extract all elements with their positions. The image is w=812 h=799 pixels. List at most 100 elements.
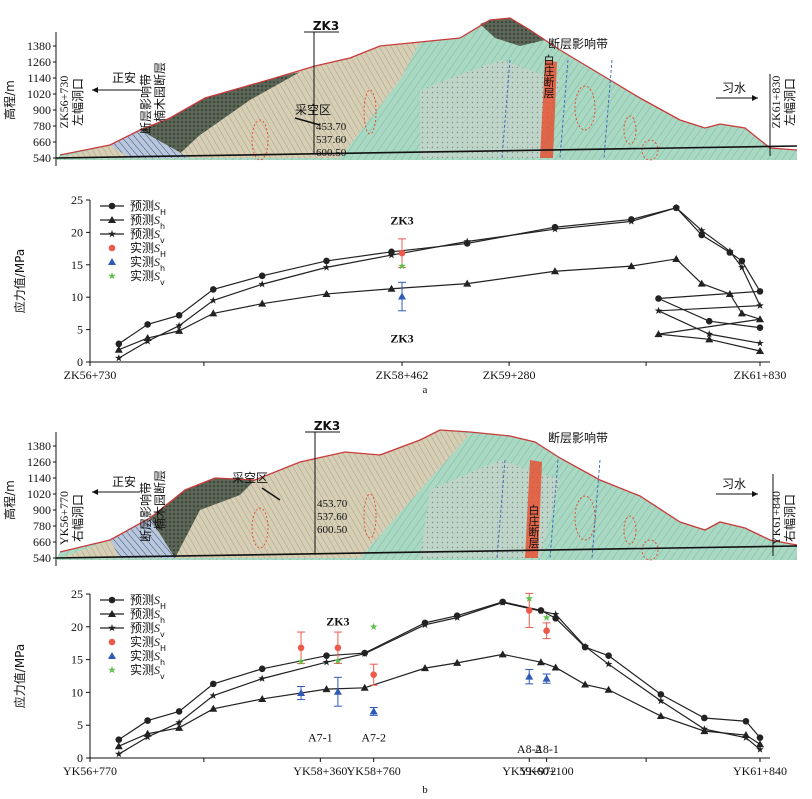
series-point	[258, 665, 266, 673]
legend-var: S	[154, 227, 160, 241]
legend-var: S	[154, 607, 160, 621]
series-point	[581, 642, 589, 650]
series-point	[725, 289, 734, 297]
series-point	[604, 685, 613, 693]
y-tick-label: 20	[71, 620, 83, 634]
series-point	[756, 301, 764, 309]
series-point	[209, 704, 218, 712]
elevation-axis-label: 高程/m	[2, 480, 17, 520]
x-tick-label: ZK59+280	[483, 368, 536, 382]
fault-line	[501, 59, 511, 159]
measured-point	[398, 249, 406, 257]
fault-line	[603, 59, 613, 159]
y-tick-label: 20	[71, 225, 83, 239]
series-point	[115, 750, 123, 758]
series-point	[322, 658, 331, 666]
svg-text:白: 白	[529, 503, 540, 517]
series-point	[536, 658, 545, 666]
legend-label: 实测Sv	[130, 268, 165, 287]
depth-value: 600.50	[317, 524, 348, 536]
legend-index: H	[160, 602, 166, 611]
series-point	[209, 691, 218, 699]
legend-index: H	[160, 644, 166, 653]
legend-label: 预测SH	[130, 593, 166, 611]
annotation-label: A7-1	[308, 731, 333, 745]
series-point	[322, 289, 331, 297]
series-point	[175, 723, 184, 731]
legend-marker	[108, 244, 116, 252]
depth-value: 453.70	[317, 498, 348, 510]
measured-point	[543, 627, 550, 635]
series-point	[209, 296, 218, 304]
series-point	[756, 288, 764, 295]
legend-marker	[108, 666, 116, 674]
series-point	[627, 262, 636, 270]
series-point	[551, 610, 560, 618]
series-point	[700, 725, 709, 733]
series-point	[654, 306, 663, 314]
legend-var: S	[154, 199, 160, 213]
svg-text:断: 断	[529, 525, 540, 539]
y-tick-label: 10	[71, 685, 83, 699]
legend-label: 实测Sv	[130, 662, 165, 681]
annotation-label: A8-1	[534, 742, 559, 756]
series-point	[705, 317, 713, 325]
fault-zone-label: 断层影响带	[548, 430, 608, 445]
series-point	[756, 346, 764, 354]
series-line	[118, 258, 761, 352]
elev-tick-label: 540	[33, 151, 51, 165]
elev-tick-label: 1020	[27, 87, 51, 101]
fault-zone-label: 断层影响带	[548, 36, 608, 51]
series-point	[697, 279, 706, 287]
elev-tick-label: 1260	[27, 455, 51, 469]
series-point	[463, 237, 471, 245]
series-point	[498, 650, 507, 658]
legend-label: 实测SH	[130, 240, 166, 259]
legend-label: 实测SH	[130, 634, 166, 653]
legend-var: S	[154, 663, 160, 677]
elev-tick-label: 1140	[27, 471, 51, 485]
svg-text:庄: 庄	[544, 64, 555, 78]
right-portal-name: 右幅洞口	[782, 494, 797, 542]
elev-tick-label: 1380	[27, 439, 51, 453]
elev-tick-label: 660	[33, 135, 51, 149]
series-point	[705, 335, 714, 343]
measured-point	[369, 707, 378, 715]
x-tick-label: YK56+770	[63, 764, 117, 778]
elev-tick-label: 780	[33, 119, 51, 133]
x-tick-label: ZK58+462	[376, 368, 429, 382]
nanmuyuan-fault-label: 楠木园断层	[152, 470, 167, 530]
borehole-label: ZK3	[314, 419, 340, 433]
series-point	[258, 674, 266, 682]
legend-index: v	[160, 672, 165, 681]
legend-label: 实测Sh	[130, 648, 165, 667]
right-direction: 习水	[722, 81, 746, 95]
geologic-contour	[363, 89, 377, 135]
geologic-contour	[251, 119, 269, 161]
goaf-pointer	[261, 487, 281, 501]
series-point	[756, 734, 764, 741]
elev-tick-label: 660	[33, 535, 51, 549]
series-point	[322, 263, 331, 271]
left-portal-code: ZK56+730	[57, 76, 71, 129]
legend-var: S	[154, 241, 160, 255]
series-point	[604, 660, 613, 668]
left-portal-name: 右幅洞口	[70, 494, 85, 542]
fault-line	[559, 59, 569, 159]
left-portal-name: 左幅洞口	[70, 78, 85, 126]
panel-label: b	[422, 784, 428, 796]
x-tick-label: YK60+100	[520, 764, 574, 778]
legend-index: v	[160, 236, 165, 245]
series-line	[118, 601, 761, 755]
fault-line	[591, 459, 601, 559]
elev-tick-label: 1380	[27, 39, 51, 53]
legend-label: 预测Sv	[130, 227, 165, 245]
rock-dark-layer	[150, 478, 255, 558]
x-tick-label: YK58+360	[293, 764, 347, 778]
series-point	[209, 309, 218, 317]
series-point	[453, 658, 462, 666]
series-line	[118, 653, 761, 747]
series-point	[421, 664, 429, 672]
